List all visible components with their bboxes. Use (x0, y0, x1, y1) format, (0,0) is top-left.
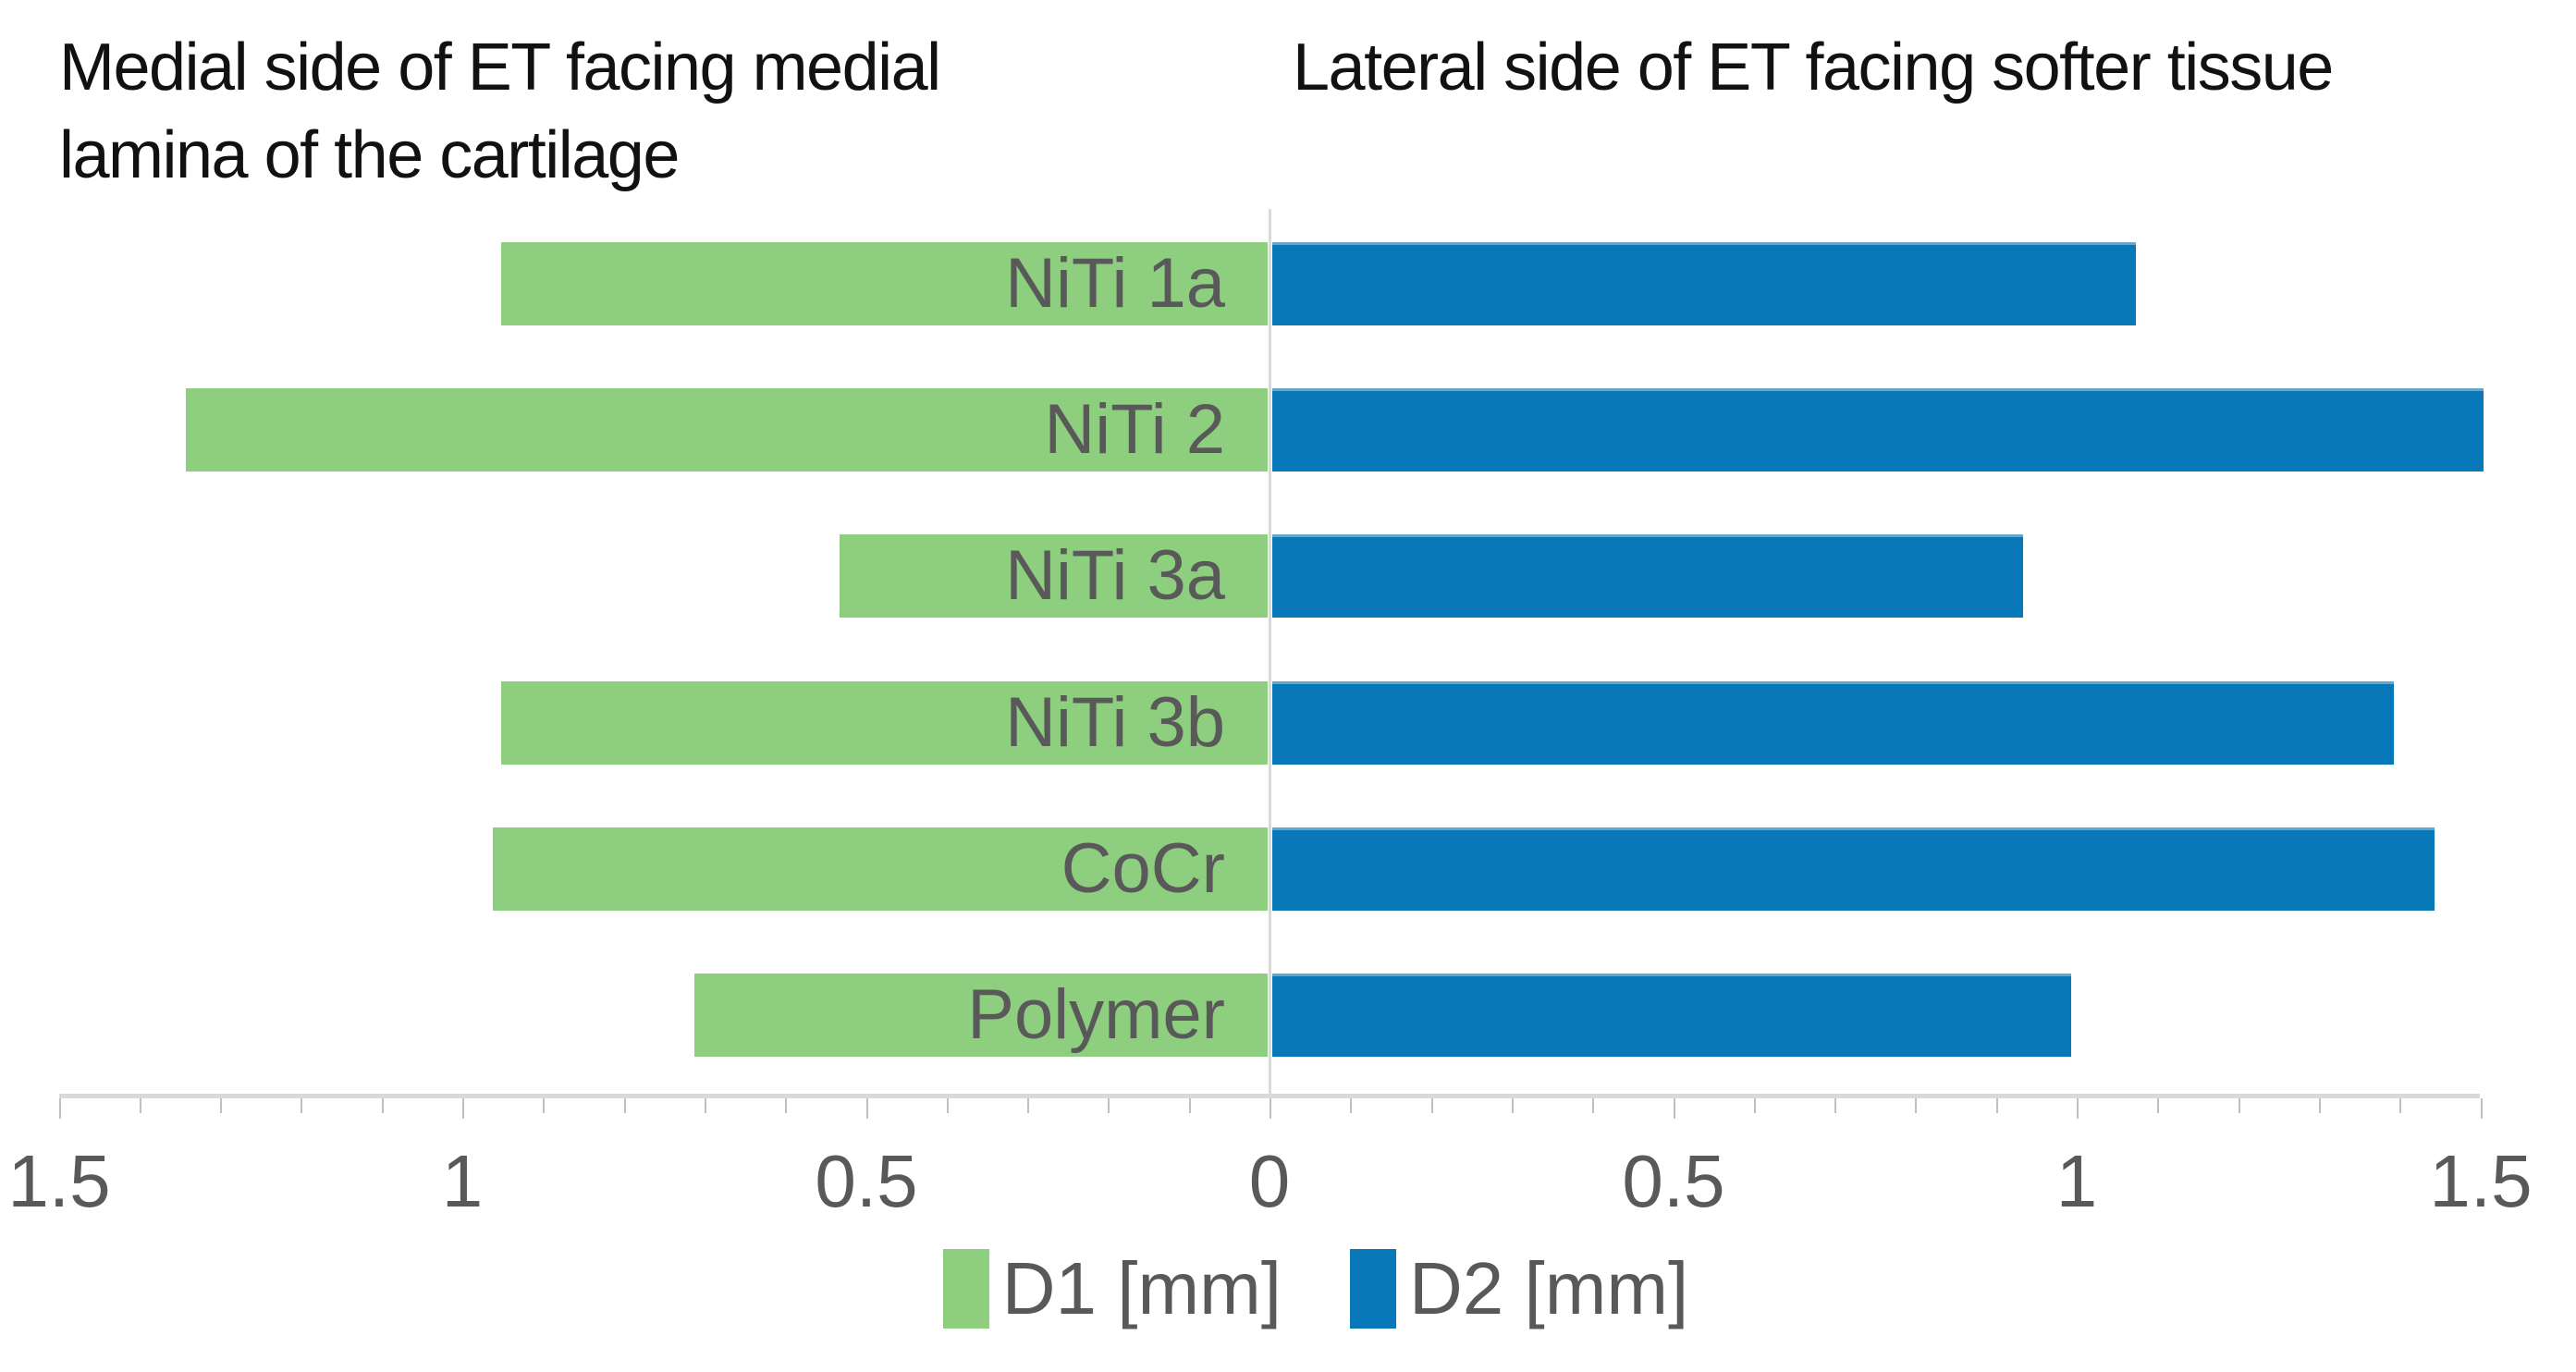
x-axis-minor-tick (947, 1098, 949, 1113)
x-axis-minor-tick (2239, 1098, 2240, 1113)
d1-bar-niti-2 (186, 388, 1268, 472)
x-axis-tick-label-6: 1.5 (2429, 1140, 2533, 1222)
d1-bar-niti-3b (501, 681, 1268, 765)
x-axis-major-tick (462, 1098, 464, 1119)
category-label-niti-2: NiTi 2 (1044, 390, 1225, 469)
d1-bar-niti-1a (501, 242, 1268, 325)
x-axis-minor-tick (705, 1098, 706, 1113)
x-axis-major-tick (2077, 1098, 2079, 1119)
d2-bar-cocr (1272, 827, 2435, 911)
x-axis-minor-tick (1996, 1098, 1998, 1113)
x-axis-minor-tick (1189, 1098, 1191, 1113)
category-label-niti-1a: NiTi 1a (1005, 244, 1225, 323)
x-axis-minor-tick (785, 1098, 787, 1113)
d1-legend-swatch-icon (942, 1249, 989, 1329)
d2-bar-niti-3b (1272, 681, 2394, 765)
x-axis-minor-tick (1592, 1098, 1594, 1113)
x-axis-minor-tick (382, 1098, 384, 1113)
d1-bar-polymer (694, 974, 1268, 1057)
x-axis-minor-tick (1512, 1098, 1514, 1113)
category-label-niti-3a: NiTi 3a (1005, 536, 1225, 615)
d2-bar-niti-1a (1272, 242, 2136, 325)
x-axis-minor-tick (543, 1098, 545, 1113)
x-axis-minor-tick (1431, 1098, 1433, 1113)
x-axis-major-tick (866, 1098, 868, 1119)
x-axis-tick-label-1: 1 (441, 1140, 484, 1222)
x-axis-tick-label-3: 0 (1248, 1140, 1291, 1222)
right-side-title: Lateral side of ET facing softer tissue (1293, 31, 2334, 104)
x-axis-line (59, 1094, 2480, 1098)
legend-item-d2: D2 [mm] (1350, 1246, 1688, 1331)
x-axis-minor-tick (1350, 1098, 1352, 1113)
d2-legend-swatch-icon (1350, 1249, 1396, 1329)
legend: D1 [mm] D2 [mm] (0, 1246, 2576, 1331)
d2-bar-niti-3a (1272, 534, 2023, 618)
x-axis-major-tick (2481, 1098, 2483, 1119)
category-label-cocr: CoCr (1061, 829, 1225, 908)
d1-bar-cocr (493, 827, 1268, 911)
x-axis-minor-tick (140, 1098, 141, 1113)
x-axis-minor-tick (2399, 1098, 2401, 1113)
x-axis-minor-tick (301, 1098, 302, 1113)
x-axis-minor-tick (1027, 1098, 1029, 1113)
left-side-title: Medial side of ET facing medial lamina o… (59, 31, 941, 193)
x-axis-major-tick (1674, 1098, 1675, 1119)
zero-gridline (1269, 209, 1271, 1094)
d2-bar-polymer (1272, 974, 2071, 1057)
x-axis-minor-tick (1834, 1098, 1836, 1113)
x-axis-minor-tick (1754, 1098, 1756, 1113)
x-axis-tick-label-0: 1.5 (7, 1140, 111, 1222)
x-axis-minor-tick (624, 1098, 626, 1113)
x-axis-minor-tick (1108, 1098, 1110, 1113)
d1-bar-niti-3a (840, 534, 1268, 618)
category-label-polymer: Polymer (967, 975, 1225, 1054)
x-axis-minor-tick (2157, 1098, 2159, 1113)
x-axis-major-tick (1270, 1098, 1271, 1119)
category-label-niti-3b: NiTi 3b (1005, 683, 1225, 762)
d1-legend-label: D1 [mm] (1001, 1247, 1282, 1329)
legend-item-d1: D1 [mm] (942, 1246, 1282, 1331)
d2-bar-niti-2 (1272, 388, 2484, 472)
x-axis-major-tick (59, 1098, 61, 1119)
d2-legend-label: D2 [mm] (1409, 1247, 1689, 1329)
x-axis-minor-tick (2319, 1098, 2321, 1113)
x-axis-tick-label-5: 1 (2055, 1140, 2098, 1222)
x-axis-tick-label-2: 0.5 (815, 1140, 918, 1222)
x-axis-minor-tick (1915, 1098, 1917, 1113)
x-axis-tick-label-4: 0.5 (1622, 1140, 1725, 1222)
x-axis-minor-tick (220, 1098, 222, 1113)
